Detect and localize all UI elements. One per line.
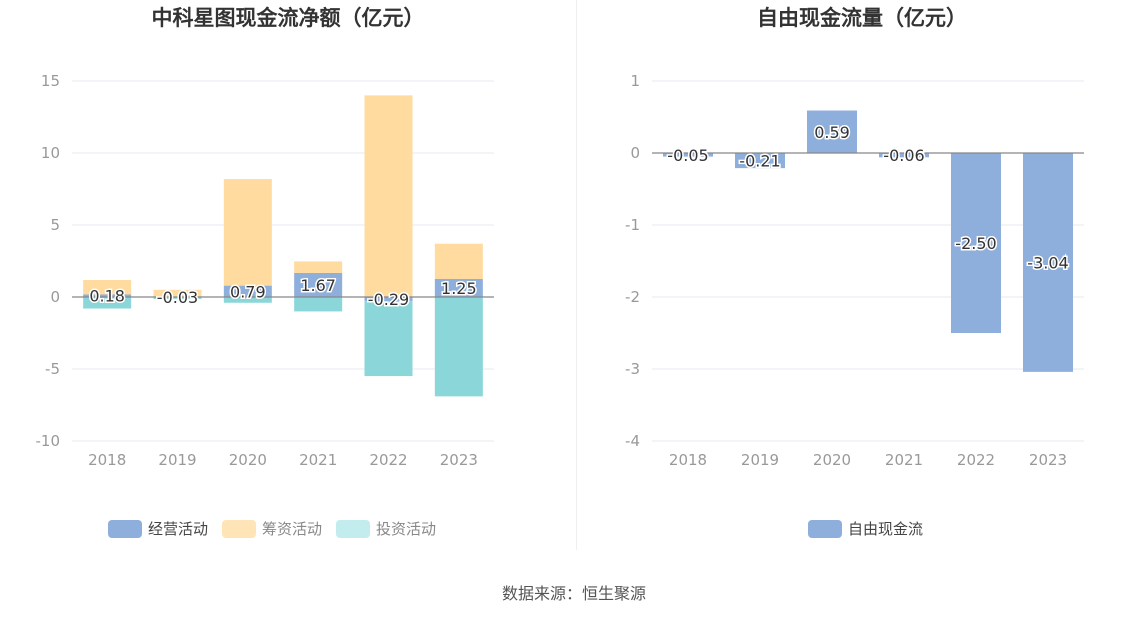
left-bar-financing [434, 243, 483, 279]
right-x-tick-label: 2022 [957, 451, 995, 469]
left-data-label: -0.03 [157, 288, 198, 307]
legend-swatch-fcf [808, 519, 842, 538]
left-x-tick-label: 2020 [229, 451, 267, 469]
legend-swatch-investing [336, 519, 371, 538]
data-source: 数据来源：恒生聚源 [501, 584, 646, 603]
left-bar-financing [294, 261, 343, 273]
left-data-label: 1.25 [441, 279, 477, 298]
right-data-label: -0.05 [667, 146, 708, 165]
legend-item-fcf[interactable]: 自由现金流 [808, 518, 923, 539]
right-bar-fcf [807, 110, 857, 153]
legend-item-operating[interactable]: 经营活动 [108, 518, 208, 539]
right-x-tick-label: 2018 [669, 451, 707, 469]
left-x-tick-label: 2022 [369, 451, 407, 469]
right-chart-legend: 自由现金流 [808, 518, 923, 539]
left-bar-investing [223, 297, 272, 303]
legend-label-operating: 经营活动 [148, 520, 209, 538]
left-x-tick-label: 2023 [440, 451, 478, 469]
right-bar-fcf [951, 153, 1001, 333]
legend-item-financing[interactable]: 筹资活动 [222, 518, 322, 539]
right-x-tick-label: 2019 [741, 451, 779, 469]
left-bar-investing [83, 297, 132, 309]
left-bar-operating [223, 285, 272, 297]
right-x-tick-label: 2021 [885, 451, 923, 469]
left-bar-investing [153, 297, 202, 299]
legend-label-fcf: 自由现金流 [848, 520, 924, 538]
right-bar-fcf [1023, 153, 1073, 372]
left-y-tick-label: 15 [41, 72, 60, 90]
left-y-tick-label: 5 [50, 216, 60, 234]
left-bar-operating [294, 272, 343, 297]
legend-swatch-operating [108, 519, 142, 538]
right-x-tick-label: 2023 [1029, 451, 1067, 469]
right-data-label: 0.59 [814, 123, 850, 142]
left-bar-investing [364, 301, 413, 377]
left-bar-operating [434, 279, 483, 297]
legend-label-investing: 投资活动 [376, 520, 437, 538]
right-y-tick-label: 1 [630, 72, 640, 90]
right-bar-fcf [879, 153, 929, 158]
left-bar-financing [153, 289, 202, 297]
left-y-tick-label: -5 [45, 360, 60, 378]
right-x-tick-label: 2020 [813, 451, 851, 469]
right-y-tick-label: -2 [625, 288, 640, 306]
chart-divider [576, 0, 577, 550]
left-x-tick-label: 2019 [158, 451, 196, 469]
right-data-label: -0.21 [739, 152, 780, 171]
right-bar-fcf [735, 153, 785, 169]
right-data-label: -3.04 [1027, 253, 1068, 272]
left-data-label: 0.79 [230, 282, 266, 301]
left-bar-financing [223, 179, 272, 286]
left-y-tick-label: 10 [41, 144, 60, 162]
left-bar-investing [434, 297, 483, 397]
left-bar-operating [364, 297, 413, 302]
right-y-tick-label: -4 [625, 432, 640, 450]
right-chart-title: 自由现金流量（亿元） [757, 6, 967, 30]
right-data-label: -0.06 [883, 146, 924, 165]
left-chart-title: 中科星图现金流净额（亿元） [151, 6, 425, 30]
left-data-label: 0.18 [89, 287, 125, 306]
left-data-label: 1.67 [300, 276, 336, 295]
left-bar-financing [83, 280, 132, 295]
left-y-tick-label: 0 [50, 288, 60, 306]
legend-swatch-financing [222, 519, 257, 538]
legend-label-financing: 筹资活动 [262, 520, 323, 538]
left-x-tick-label: 2018 [88, 451, 126, 469]
right-bar-fcf [663, 153, 713, 157]
left-bar-operating [83, 294, 132, 297]
left-data-label: -0.29 [368, 290, 409, 309]
left-x-tick-label: 2021 [299, 451, 337, 469]
left-bar-investing [294, 297, 343, 312]
right-data-label: -2.50 [955, 234, 996, 253]
right-y-tick-label: 0 [630, 144, 640, 162]
left-bar-financing [364, 95, 413, 298]
left-y-tick-label: -10 [36, 432, 61, 450]
right-y-tick-label: -1 [625, 216, 640, 234]
left-chart-legend: 经营活动 筹资活动 投资活动 [108, 518, 436, 539]
legend-item-investing[interactable]: 投资活动 [336, 518, 436, 539]
right-y-tick-label: -3 [625, 360, 640, 378]
